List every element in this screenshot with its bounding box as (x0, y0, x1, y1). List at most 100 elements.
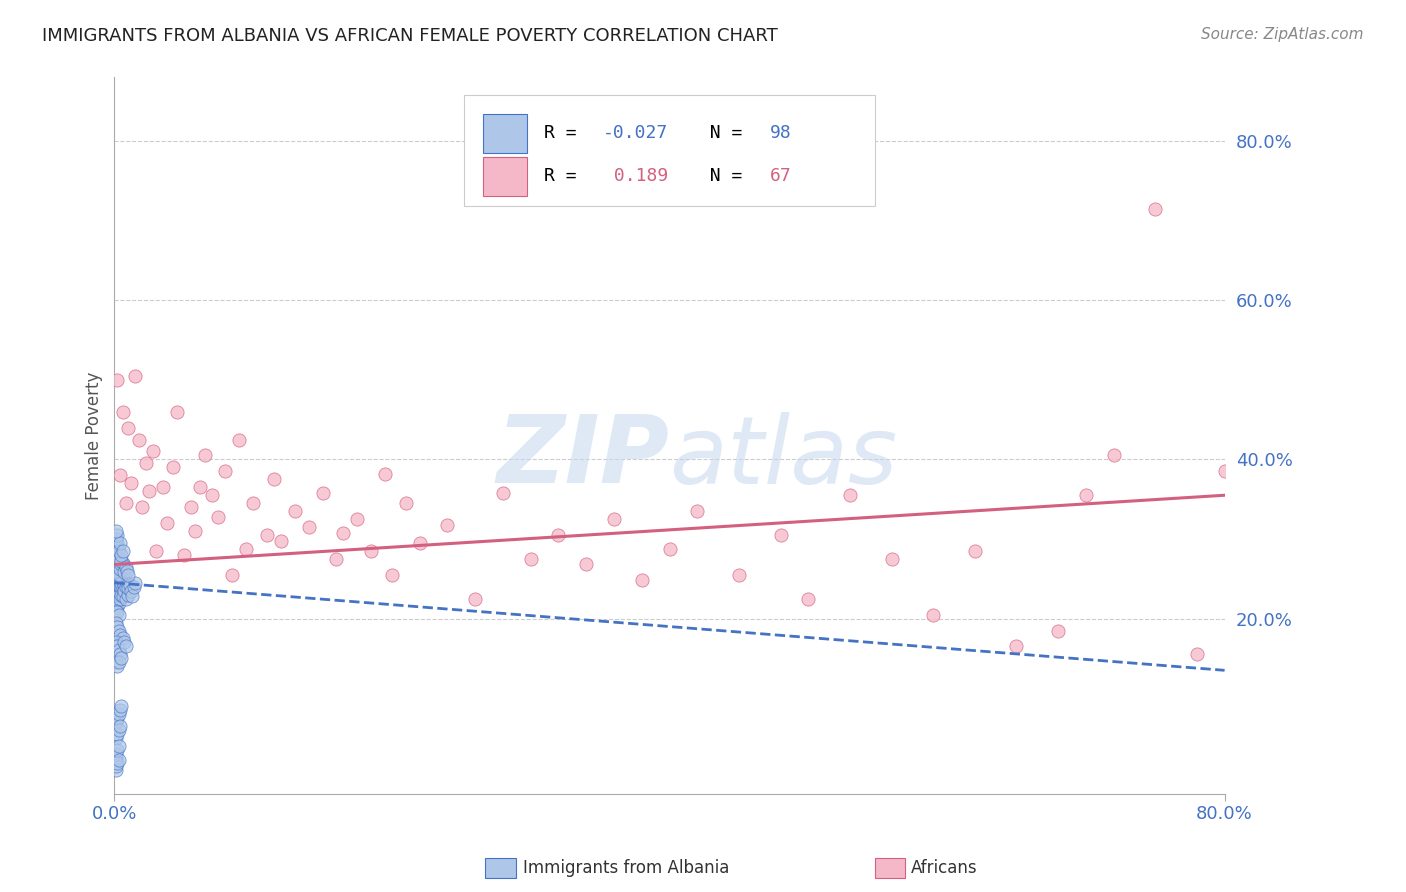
Point (121, 590, 143, 604)
Point (105, 536, 128, 550)
Point (1102, 449, 1125, 463)
Point (112, 635, 135, 649)
Point (630, 574, 652, 588)
Point (107, 643, 129, 657)
Point (105, 580, 128, 594)
Point (105, 572, 128, 586)
Point (105, 560, 128, 574)
Point (110, 580, 132, 594)
Point (686, 504, 709, 518)
Point (1213, 464, 1236, 478)
Point (111, 582, 134, 596)
Point (108, 703, 131, 717)
Point (107, 723, 129, 737)
Text: 0.189: 0.189 (603, 168, 668, 186)
Point (111, 405, 134, 419)
Text: -0.027: -0.027 (603, 124, 668, 143)
Point (105, 727, 128, 741)
Point (105, 605, 128, 619)
Point (107, 544, 129, 558)
Point (118, 578, 141, 592)
Point (105, 659, 128, 673)
Point (135, 457, 157, 471)
Point (110, 554, 132, 568)
Point (108, 627, 131, 641)
Point (110, 558, 132, 572)
Point (107, 707, 129, 722)
Point (104, 580, 127, 594)
Point (104, 548, 127, 562)
Text: IMMIGRANTS FROM ALBANIA VS AFRICAN FEMALE POVERTY CORRELATION CHART: IMMIGRANTS FROM ALBANIA VS AFRICAN FEMAL… (42, 27, 778, 45)
Text: N =: N = (689, 124, 754, 143)
Point (105, 619, 128, 633)
Point (104, 731, 127, 745)
Point (263, 472, 285, 486)
Point (284, 504, 307, 518)
Point (108, 648, 131, 662)
Point (325, 552, 347, 566)
Point (104, 763, 127, 777)
Point (409, 536, 432, 550)
Point (190, 480, 212, 494)
Point (105, 743, 128, 757)
Point (184, 524, 207, 538)
Text: ZIP: ZIP (496, 411, 669, 503)
Point (374, 467, 396, 481)
Point (880, 552, 903, 566)
Text: 98: 98 (769, 124, 792, 143)
Point (104, 575, 127, 590)
Point (104, 714, 127, 729)
Point (120, 476, 142, 491)
Point (360, 544, 382, 558)
Point (108, 719, 131, 733)
Point (270, 533, 292, 548)
Point (111, 544, 134, 558)
Point (311, 486, 333, 500)
Point (128, 433, 150, 447)
Point (105, 575, 128, 590)
Point (922, 607, 945, 622)
Point (104, 656, 127, 670)
Point (117, 420, 139, 434)
Point (115, 575, 138, 590)
Point (221, 567, 243, 582)
Point (1074, 488, 1097, 502)
Point (194, 449, 217, 463)
Bar (484, 113, 527, 153)
Point (207, 509, 229, 524)
Point (107, 624, 129, 638)
Point (115, 564, 138, 578)
Point (104, 540, 127, 554)
Text: Source: ZipAtlas.com: Source: ZipAtlas.com (1201, 27, 1364, 42)
Point (107, 607, 129, 622)
Point (104, 615, 127, 630)
Point (104, 596, 127, 610)
Point (138, 484, 160, 499)
Point (124, 575, 146, 590)
Point (104, 524, 127, 538)
Point (105, 590, 128, 604)
Point (117, 567, 139, 582)
Point (110, 588, 132, 602)
Point (104, 572, 127, 586)
Point (105, 599, 128, 614)
Point (838, 488, 860, 502)
Point (111, 632, 134, 646)
Point (298, 520, 321, 534)
Point (145, 544, 167, 558)
Point (104, 588, 127, 602)
Point (107, 583, 129, 598)
Point (256, 528, 278, 542)
Point (105, 528, 128, 542)
Point (110, 699, 132, 714)
Point (464, 591, 486, 606)
Point (769, 528, 792, 542)
Point (117, 588, 139, 602)
Point (104, 604, 127, 618)
Point (1185, 648, 1208, 662)
Point (112, 578, 135, 592)
Point (107, 656, 129, 670)
Point (114, 560, 136, 574)
Point (346, 512, 368, 526)
Point (142, 444, 165, 458)
